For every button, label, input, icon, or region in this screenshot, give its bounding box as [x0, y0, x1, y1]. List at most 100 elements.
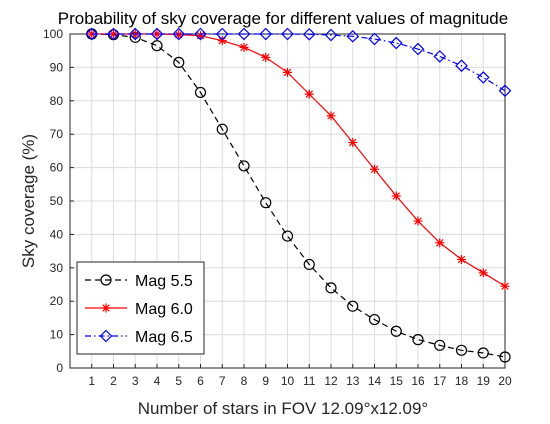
y-tick-label: 80: [50, 94, 64, 108]
y-tick-label: 50: [50, 194, 64, 208]
x-tick-label: 13: [346, 374, 360, 388]
data-point: [194, 27, 207, 41]
data-point: [281, 27, 294, 41]
data-point: [302, 27, 316, 41]
legend: Mag 5.5 Mag 6.0 Mag 6.5: [76, 261, 205, 355]
data-point: [283, 67, 292, 77]
data-point: [368, 313, 381, 326]
data-point: [455, 344, 468, 356]
x-tick-label: 14: [368, 374, 382, 388]
y-tick-label: 30: [50, 261, 64, 275]
data-point: [346, 29, 360, 43]
data-point: [174, 30, 184, 40]
legend-label: Mag 6.5: [135, 329, 193, 346]
data-point: [172, 27, 186, 41]
series-mag-5-5: [86, 28, 511, 363]
data-point: [173, 56, 185, 68]
data-point: [478, 268, 488, 278]
x-tick-label: 16: [411, 374, 425, 388]
x-tick-label: 12: [324, 374, 338, 388]
x-tick-label: 7: [219, 374, 226, 388]
data-point: [326, 111, 336, 121]
data-point: [498, 84, 512, 98]
data-point: [390, 325, 402, 337]
data-point: [455, 59, 468, 73]
data-point: [412, 334, 424, 346]
data-point: [435, 238, 445, 248]
data-point: [215, 27, 229, 41]
x-tick-label: 17: [433, 374, 447, 388]
y-tick-label: 70: [50, 127, 64, 141]
legend-label: Mag 6.0: [135, 301, 193, 318]
data-point: [150, 27, 164, 41]
legend-marker: [101, 303, 111, 313]
data-point: [216, 123, 228, 135]
data-point: [325, 282, 337, 294]
data-point: [389, 36, 403, 50]
data-point: [499, 351, 511, 363]
data-point: [152, 29, 162, 39]
data-point: [107, 27, 120, 41]
data-point: [259, 27, 273, 41]
data-point: [411, 42, 425, 56]
x-tick-label: 9: [262, 374, 269, 388]
legend-marker: [100, 274, 112, 286]
data-point: [239, 42, 249, 52]
legend-marker: [99, 329, 113, 343]
x-tick-label: 15: [390, 374, 404, 388]
data-point: [347, 300, 359, 312]
y-tick-label: 20: [50, 294, 64, 308]
data-point: [370, 164, 379, 174]
data-point: [109, 29, 118, 39]
y-tick-label: 90: [50, 60, 64, 74]
series-layer: [85, 27, 512, 363]
data-point: [304, 89, 314, 99]
y-tick-label: 10: [50, 328, 64, 342]
y-axis: 0 10 20 30 40 50 60 70 80 90 100: [43, 27, 74, 375]
x-axis: 1 2 3 4 5 6 7 8 9 10 11 12 13 14 15 16 17 18 19 20: [88, 364, 512, 388]
series-mag-6-5: [85, 27, 512, 98]
x-tick-label: 11: [303, 374, 316, 388]
x-tick-label: 5: [175, 374, 182, 388]
data-point: [238, 160, 250, 172]
data-point: [281, 230, 294, 242]
x-tick-label: 1: [88, 374, 95, 388]
y-axis-label: Sky coverage (%): [19, 134, 38, 268]
data-point: [324, 28, 338, 42]
data-point: [194, 86, 207, 99]
y-tick-label: 100: [43, 27, 63, 41]
x-tick-label: 20: [498, 374, 512, 388]
data-point: [237, 27, 251, 41]
data-point: [457, 254, 466, 264]
data-point: [368, 32, 381, 46]
data-point: [303, 258, 315, 271]
data-point: [500, 281, 510, 291]
y-tick-label: 0: [56, 361, 63, 375]
data-point: [151, 40, 163, 52]
x-tick-label: 10: [281, 374, 295, 388]
y-tick-label: 60: [50, 161, 64, 175]
x-tick-label: 2: [110, 374, 117, 388]
legend-label: Mag 5.5: [135, 273, 193, 290]
data-point: [217, 36, 227, 46]
data-point: [433, 50, 447, 63]
x-tick-label: 6: [197, 374, 204, 388]
data-point: [196, 31, 205, 41]
y-tick-label: 40: [50, 227, 64, 241]
data-point: [85, 27, 99, 41]
data-point: [261, 52, 271, 62]
x-axis-label: Number of stars in FOV 12.09°x12.09°: [138, 399, 428, 418]
data-point: [348, 138, 358, 148]
data-point: [128, 27, 142, 41]
x-tick-label: 3: [132, 374, 139, 388]
data-point: [260, 197, 272, 209]
data-point: [391, 191, 401, 201]
x-tick-label: 4: [154, 374, 161, 388]
x-tick-label: 19: [477, 374, 491, 388]
x-tick-label: 8: [241, 374, 248, 388]
data-point: [434, 339, 446, 351]
chart-title: Probability of sky coverage for differen…: [58, 9, 508, 28]
data-point: [477, 347, 489, 359]
data-point: [413, 216, 423, 226]
